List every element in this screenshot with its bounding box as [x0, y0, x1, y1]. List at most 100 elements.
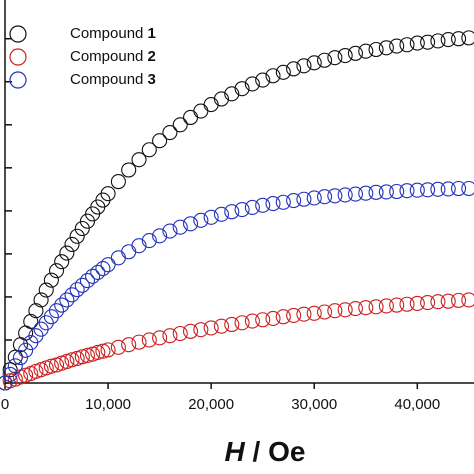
- data-point: [43, 272, 59, 288]
- data-point: [296, 191, 312, 207]
- data-point: [79, 273, 96, 289]
- data-point: [182, 109, 199, 126]
- data-point: [378, 40, 394, 56]
- data-point: [152, 330, 168, 346]
- data-point: [33, 292, 49, 308]
- x-tick-label: 20,000: [188, 396, 234, 413]
- data-point: [100, 342, 116, 358]
- x-tick-label: 30,000: [291, 396, 337, 413]
- data-point: [48, 303, 65, 319]
- data-point: [430, 33, 446, 49]
- data-point: [347, 186, 364, 202]
- data-point: [69, 282, 85, 298]
- x-tick-label: 0: [1, 396, 9, 413]
- data-point: [38, 315, 54, 331]
- data-point: [162, 223, 178, 239]
- data-point: [296, 306, 312, 322]
- data-point: [182, 323, 199, 339]
- data-point: [265, 68, 281, 84]
- legend-marker: [9, 25, 27, 43]
- data-point: [100, 186, 116, 202]
- data-point: [430, 294, 446, 310]
- data-point: [440, 293, 456, 309]
- data-point: [286, 192, 302, 209]
- data-point: [18, 342, 34, 358]
- data-point: [224, 204, 240, 220]
- data-point: [399, 37, 415, 53]
- data-point: [213, 91, 230, 107]
- data-point: [95, 343, 111, 359]
- data-point: [244, 313, 260, 329]
- data-point: [234, 81, 250, 97]
- data-point: [193, 103, 209, 119]
- data-point: [48, 263, 65, 279]
- data-point: [316, 304, 333, 320]
- data-point: [450, 31, 467, 47]
- data-point: [347, 301, 364, 317]
- legend-marker: [9, 48, 27, 66]
- data-point: [440, 181, 456, 197]
- data-point: [203, 97, 219, 113]
- data-point: [368, 299, 384, 315]
- data-point: [306, 55, 322, 71]
- data-point: [450, 292, 467, 308]
- data-point: [69, 228, 85, 244]
- data-point: [244, 199, 260, 215]
- data-point: [54, 254, 70, 270]
- data-point: [440, 32, 456, 48]
- data-point: [131, 334, 147, 350]
- data-point: [7, 358, 23, 374]
- x-tick-label: 10,000: [85, 396, 131, 413]
- data-point: [337, 302, 353, 318]
- data-point: [172, 117, 188, 133]
- data-point: [59, 245, 75, 261]
- data-point: [64, 236, 80, 252]
- data-point: [182, 216, 199, 232]
- x-axis-label: H / Oe: [225, 436, 306, 467]
- data-point: [275, 309, 291, 325]
- data-point: [420, 182, 436, 198]
- data-point: [399, 296, 415, 312]
- data-point: [141, 142, 157, 158]
- data-point: [141, 233, 157, 249]
- data-point: [2, 366, 18, 382]
- data-point: [461, 292, 474, 308]
- data-point: [316, 52, 333, 68]
- data-point: [162, 328, 178, 344]
- data-point: [0, 375, 13, 391]
- data-point: [296, 58, 312, 74]
- data-point: [255, 197, 271, 213]
- data-point: [358, 43, 374, 59]
- data-point: [420, 34, 436, 50]
- data-point: [378, 298, 394, 314]
- data-point: [141, 332, 157, 348]
- data-point: [43, 358, 59, 374]
- data-point: [389, 38, 405, 54]
- data-point: [461, 180, 474, 197]
- data-point: [203, 320, 219, 336]
- data-point: [131, 152, 147, 168]
- data-point: [110, 174, 126, 190]
- data-point: [162, 124, 178, 141]
- data-point: [59, 292, 75, 308]
- data-point: [409, 35, 425, 51]
- data-point: [90, 264, 106, 280]
- data-point: [224, 86, 240, 102]
- data-point: [152, 228, 168, 244]
- legend-marker: [9, 71, 27, 89]
- data-point: [337, 187, 353, 203]
- data-point: [255, 312, 271, 328]
- data-point: [358, 300, 374, 316]
- data-point: [95, 260, 111, 277]
- data-point: [131, 238, 147, 254]
- data-point: [275, 64, 291, 80]
- data-point: [213, 206, 230, 222]
- x-tick-label: 40,000: [394, 396, 440, 413]
- data-point: [79, 347, 96, 364]
- data-point: [461, 30, 474, 46]
- data-point: [409, 295, 425, 311]
- data-point: [43, 309, 59, 325]
- data-point: [389, 297, 405, 313]
- data-point: [213, 318, 230, 334]
